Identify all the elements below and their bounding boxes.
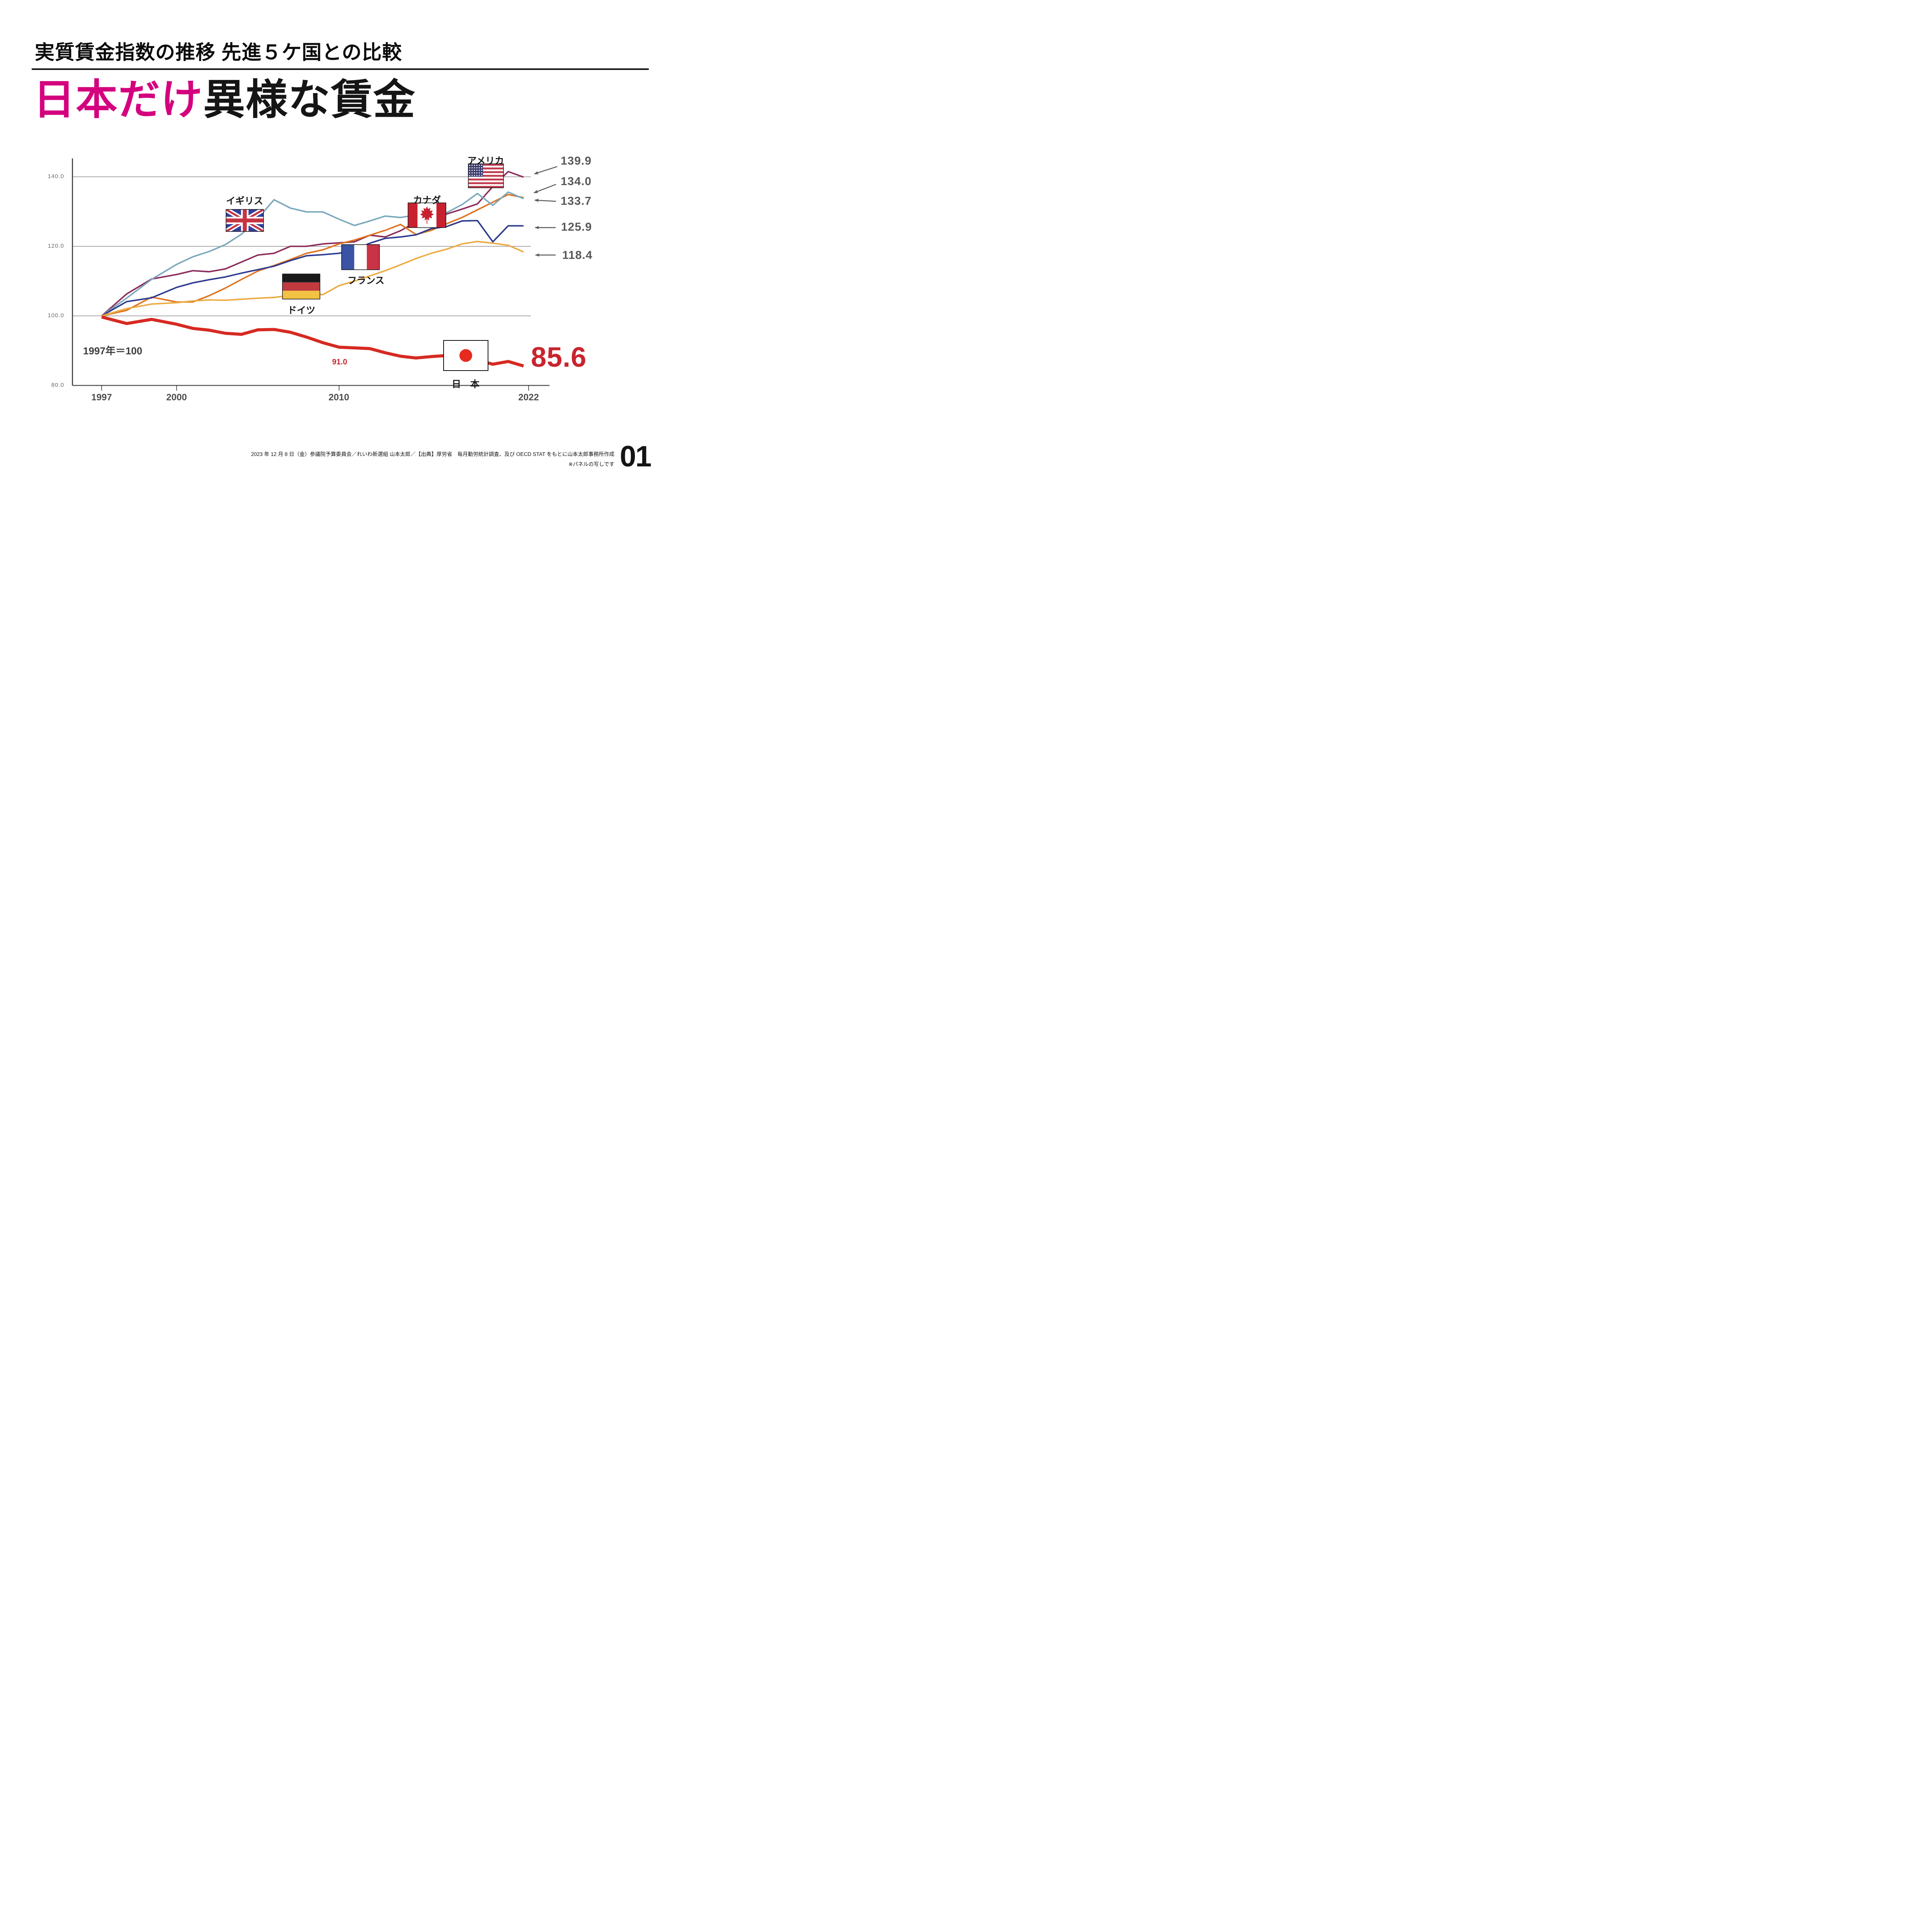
footer-source: 2023 年 12 月 8 日（金）参議院予算委員会／れいわ新選組 山本太郎／【…: [251, 451, 614, 457]
series-line-germany: [101, 241, 524, 317]
series-line-france: [101, 220, 524, 317]
label-canada: カナダ: [413, 195, 441, 206]
label-usa: アメリカ: [467, 156, 504, 166]
label-uk: イギリス: [226, 196, 263, 206]
label-germany: ドイツ: [287, 305, 315, 316]
headline: 日本だけ異様な賃金: [33, 76, 416, 123]
japan-flag-icon: [443, 340, 488, 371]
canada-flag-icon: [408, 202, 446, 228]
page-number: 01: [620, 440, 652, 473]
arrow-uk: [534, 199, 556, 202]
label-france: フランス: [347, 276, 384, 286]
arrow-usa: [534, 166, 558, 175]
footer: 2023 年 12 月 8 日（金）参議院予算委員会／れいわ新選組 山本太郎／【…: [251, 449, 614, 469]
france-flag-icon: [341, 244, 380, 270]
y-label-140: 140.0: [48, 173, 64, 180]
end-value-usa: 139.9: [561, 155, 592, 167]
x-label-2010: 2010: [328, 392, 349, 403]
y-label-100: 100.0: [48, 312, 64, 319]
end-value-germany: 118.4: [562, 249, 593, 262]
label-japan: 日 本: [452, 379, 480, 390]
axes: [72, 158, 549, 391]
uk-flag-icon: [226, 209, 264, 232]
y-label-120: 120.0: [48, 243, 64, 249]
x-label-2022: 2022: [518, 392, 539, 403]
baseline-note: 1997年＝100: [83, 345, 143, 357]
usa-flag-icon: [468, 163, 504, 188]
japan-mid-value: 91.0: [332, 358, 347, 366]
arrow-canada: [533, 184, 556, 194]
headline-rest: 異様な賃金: [203, 76, 416, 123]
end-value-canada: 134.0: [561, 175, 592, 188]
slide: 実質賃金指数の推移 先進５ケ国との比較 日本だけ異様な賃金: [0, 0, 678, 479]
footer-note: ※パネルの写しです: [568, 461, 614, 467]
x-label-2000: 2000: [166, 392, 187, 403]
page-title: 実質賃金指数の推移 先進５ケ国との比較: [35, 41, 402, 63]
japan-end-value: 85.6: [531, 342, 587, 373]
germany-flag-icon: [282, 274, 320, 299]
title-divider: [32, 68, 649, 70]
wage-index-chart: [72, 158, 558, 391]
headline-highlight: 日本だけ: [33, 76, 204, 123]
y-label-80: 80.0: [51, 382, 64, 388]
x-label-1997: 1997: [91, 392, 112, 403]
end-value-uk: 133.7: [561, 195, 592, 208]
end-value-france: 125.9: [561, 221, 592, 233]
value-arrows: [533, 166, 558, 257]
series-line-usa: [101, 171, 524, 316]
series-line-uk: [101, 191, 524, 317]
series-lines: [101, 171, 524, 367]
